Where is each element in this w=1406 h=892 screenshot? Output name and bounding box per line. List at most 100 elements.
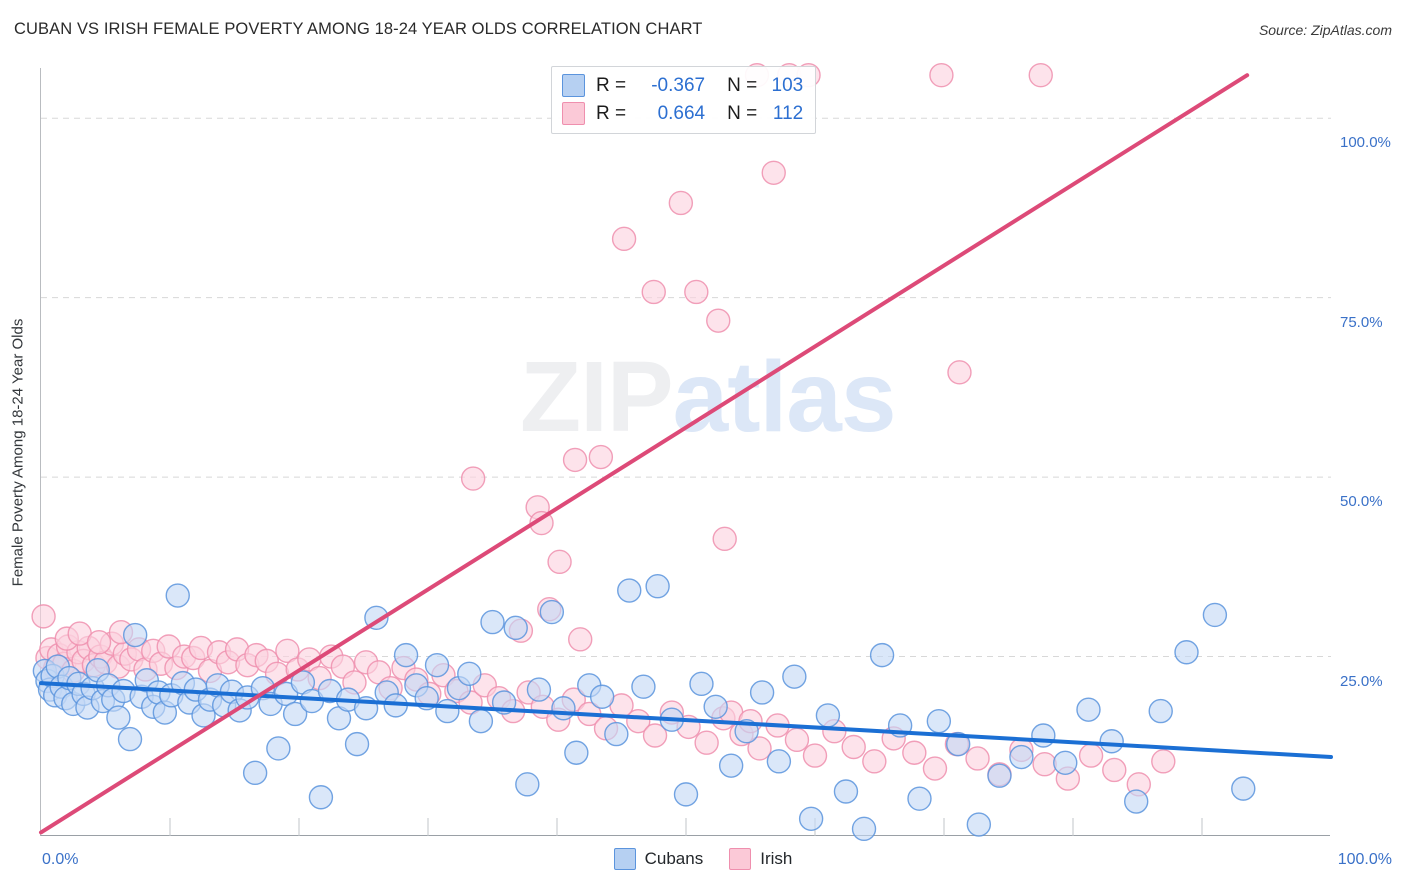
data-point — [589, 684, 615, 709]
irish-r-label: R = — [596, 102, 627, 124]
data-point — [503, 615, 528, 641]
source-attribution: Source: ZipAtlas.com — [1258, 22, 1392, 38]
data-point — [393, 642, 419, 668]
x-axis-min-label: 0.0% — [42, 851, 79, 868]
data-point — [749, 680, 775, 705]
y-axis-title: Female Poverty Among 18-24 Year Olds — [0, 0, 30, 892]
data-point — [266, 736, 291, 761]
data-point — [706, 308, 731, 333]
irish-r-value: 0.664 — [657, 102, 706, 124]
data-point — [945, 731, 971, 757]
scatter-series-cubans — [32, 574, 1256, 842]
cubans-r-label: R = — [596, 74, 627, 96]
data-point — [631, 674, 656, 699]
data-point — [460, 466, 486, 491]
data-point — [1076, 697, 1101, 722]
irish-legend-label: Irish — [760, 849, 793, 868]
cubans-n-value: 103 — [771, 74, 804, 96]
irish-legend-swatch-icon — [729, 848, 752, 870]
page-title: CUBAN VS IRISH FEMALE POVERTY AMONG 18-2… — [14, 20, 703, 38]
data-point — [694, 730, 719, 755]
data-point — [966, 812, 992, 837]
cubans-legend-label: Cubans — [644, 849, 704, 868]
y-axis-title-label: Female Poverty Among 18-24 Year Olds — [9, 318, 27, 587]
data-point — [1053, 750, 1078, 775]
data-point — [712, 526, 737, 552]
data-point — [862, 749, 887, 774]
data-point — [424, 652, 450, 678]
data-point — [761, 160, 786, 185]
data-point — [435, 698, 460, 724]
y-axis-label-50: 50.0% — [1340, 493, 1383, 511]
data-point — [617, 578, 642, 603]
data-point — [165, 583, 190, 608]
y-axis-label-75: 75.0% — [1340, 313, 1383, 331]
data-point — [947, 360, 972, 385]
data-point — [673, 782, 699, 807]
data-point — [106, 705, 131, 730]
irish-n-value: 112 — [772, 102, 804, 124]
legend-item-cubans[interactable]: Cubans — [613, 848, 704, 870]
data-point — [965, 746, 990, 771]
data-point — [766, 749, 792, 774]
data-point — [308, 785, 334, 810]
irish-n-label: N = — [727, 102, 758, 124]
data-point — [869, 642, 895, 668]
stats-row-cubans: R = -0.367 N = 103 — [562, 73, 803, 98]
data-point — [784, 727, 810, 753]
plot-area — [31, 62, 1333, 842]
data-point — [1099, 729, 1124, 754]
data-point — [515, 772, 540, 797]
data-point — [718, 753, 744, 778]
irish-swatch-icon — [562, 102, 585, 125]
data-point — [273, 681, 299, 707]
data-point — [282, 701, 308, 727]
data-point — [1174, 640, 1199, 665]
data-point — [122, 622, 148, 648]
data-point — [31, 604, 56, 629]
data-point — [926, 708, 952, 734]
data-point — [480, 609, 505, 635]
data-point — [457, 661, 482, 686]
cubans-r-value: -0.367 — [651, 74, 706, 96]
data-point — [604, 721, 629, 747]
data-point — [547, 549, 572, 575]
data-point — [833, 779, 859, 804]
data-point — [1202, 602, 1228, 628]
data-point — [907, 786, 932, 811]
data-point — [802, 743, 828, 768]
data-point — [902, 740, 927, 765]
data-point — [275, 638, 300, 664]
y-axis-label-100: 100.0% — [1340, 134, 1391, 152]
correlation-stats-box: R = -0.367 N = 103 R = 0.664 N = 112 — [551, 66, 817, 134]
stats-row-irish: R = 0.664 N = 112 — [562, 101, 803, 126]
data-point — [1148, 698, 1173, 724]
data-point — [611, 226, 637, 252]
data-point — [1032, 752, 1057, 777]
data-point — [1124, 789, 1149, 814]
data-point — [1078, 743, 1104, 768]
data-point — [815, 703, 841, 728]
data-point — [86, 630, 112, 655]
data-point — [641, 279, 666, 305]
data-point — [987, 763, 1012, 788]
cubans-legend-swatch-icon — [613, 848, 636, 870]
data-point — [344, 731, 370, 757]
data-point — [703, 694, 728, 719]
data-point — [1028, 62, 1053, 88]
data-point — [668, 190, 694, 216]
cubans-swatch-icon — [562, 74, 585, 97]
data-point — [568, 627, 593, 652]
data-point — [782, 664, 807, 689]
data-point — [468, 708, 494, 734]
legend-item-irish[interactable]: Irish — [729, 848, 792, 870]
data-point — [851, 816, 877, 842]
cubans-n-label: N = — [727, 74, 758, 96]
data-point — [1151, 749, 1176, 774]
data-point — [798, 806, 824, 831]
data-point — [1102, 757, 1127, 783]
data-point — [642, 723, 668, 748]
data-point — [689, 671, 714, 697]
data-point — [1231, 776, 1256, 801]
